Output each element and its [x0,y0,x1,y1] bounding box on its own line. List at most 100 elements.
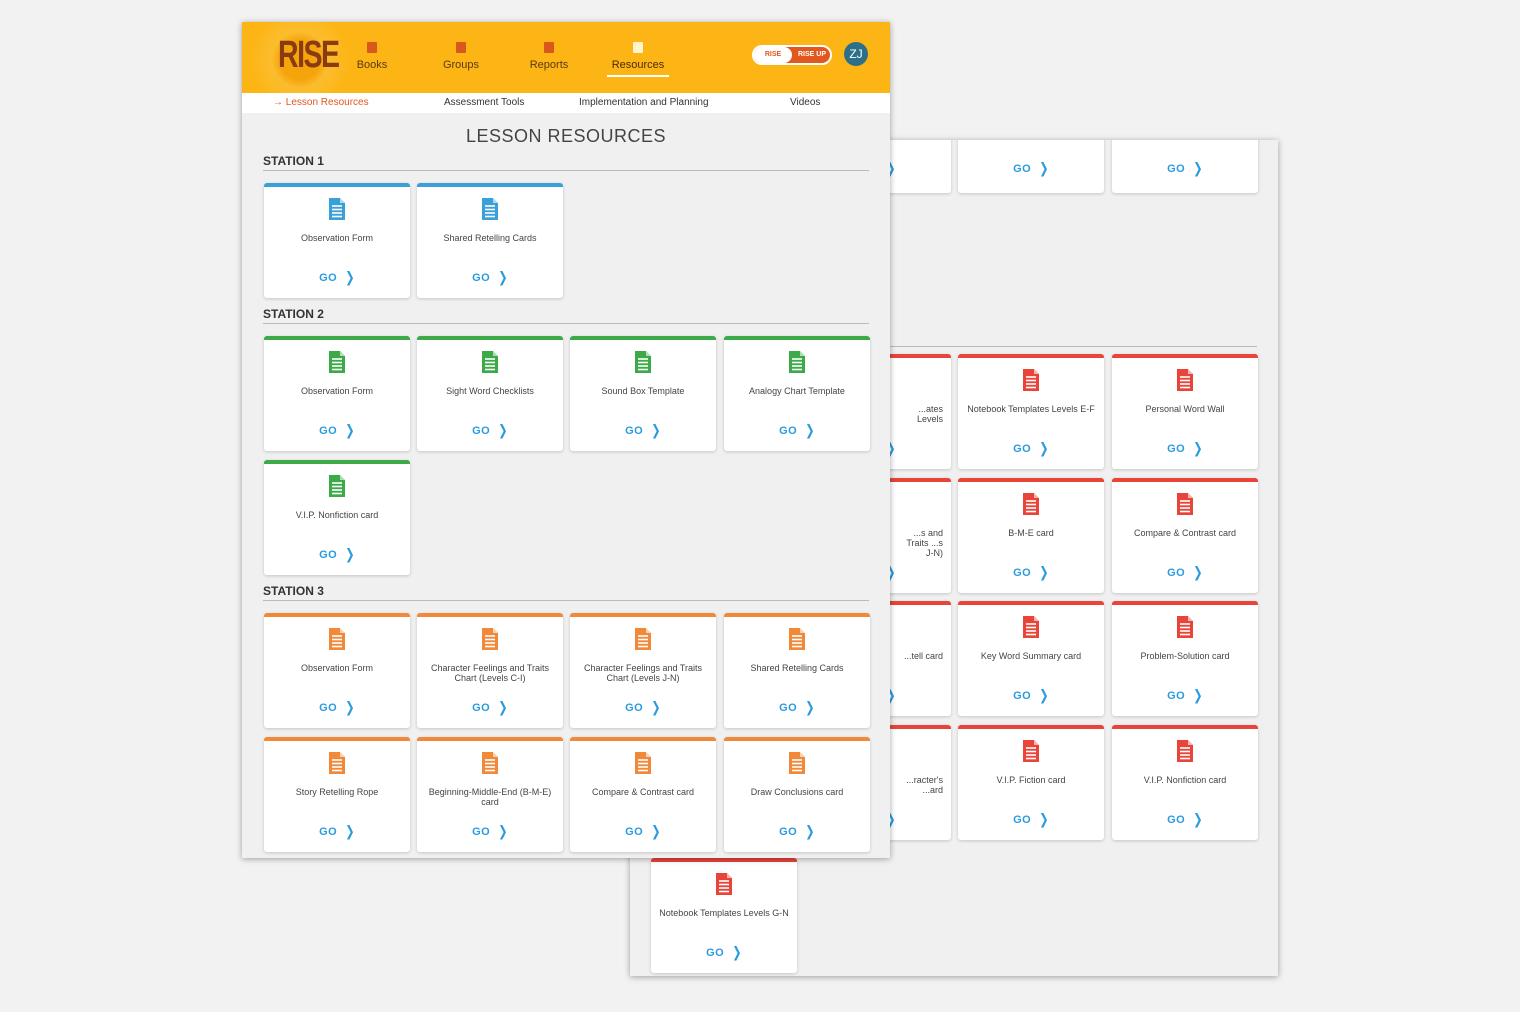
chevron-right-icon: ❯ [1193,688,1203,704]
card-label: Notebook Templates Levels E-F [967,404,1095,414]
resource-card[interactable]: Analogy Chart Template GO ❯ [724,336,870,451]
rise-logo[interactable]: RISE [278,34,340,76]
resource-card[interactable]: Shared Retelling Cards GO ❯ [724,613,870,728]
subnav-assessment-tools[interactable]: Assessment Tools [444,97,525,108]
station-heading: STATION 2 [263,307,869,324]
go-label: GO [1013,814,1032,826]
go-button[interactable]: GO ❯ [1112,688,1258,704]
go-label: GO [319,425,338,437]
chevron-right-icon: ❯ [651,423,661,439]
go-button[interactable]: GO ❯ [264,824,410,840]
resource-card[interactable]: Observation Form GO ❯ [264,336,410,451]
sun-logo-graphic [250,22,350,93]
resource-card[interactable]: GO ❯ [958,140,1104,193]
document-icon [634,350,652,374]
chevron-right-icon: ❯ [1039,441,1049,457]
resource-card[interactable]: Problem-Solution card GO ❯ [1112,601,1258,716]
resource-card[interactable]: B-M-E card GO ❯ [958,478,1104,593]
nav-label: Groups [442,59,480,71]
go-label: GO [472,272,491,284]
go-button[interactable]: GO ❯ [264,423,410,439]
station-heading: STATION 3 [263,584,869,601]
resource-card[interactable]: Character Feelings and Traits Chart (Lev… [417,613,563,728]
card-label: ...tell card [903,651,943,661]
resource-card[interactable]: Notebook Templates Levels E-F GO ❯ [958,354,1104,469]
document-icon [1022,492,1040,516]
resource-card[interactable]: Story Retelling Rope GO ❯ [264,737,410,852]
card-label: V.I.P. Nonfiction card [295,510,379,520]
chevron-right-icon: ❯ [886,812,896,828]
card-label: B-M-E card [1008,528,1054,538]
card-label: ...s and Traits ...s J-N) [906,528,943,558]
card-label: Observation Form [300,233,374,243]
toggle-rise[interactable]: RISE [754,47,792,63]
go-label: GO [472,826,491,838]
chevron-right-icon: ❯ [1039,161,1049,177]
go-button[interactable]: GO ❯ [570,423,716,439]
go-label: GO [625,826,644,838]
go-button[interactable]: GO ❯ [958,812,1104,828]
go-button[interactable]: GO ❯ [417,423,563,439]
toggle-rise-up[interactable]: RISE UP [797,51,826,58]
resource-card[interactable]: Draw Conclusions card GO ❯ [724,737,870,852]
resource-card[interactable]: Character Feelings and Traits Chart (Lev… [570,613,716,728]
card-label: ...ates Levels [916,404,943,424]
document-icon [788,751,806,775]
card-label: Personal Word Wall [1145,404,1225,414]
go-button[interactable]: GO ❯ [958,565,1104,581]
go-button[interactable]: GO ❯ [724,824,870,840]
go-button[interactable]: GO ❯ [958,441,1104,457]
resource-card[interactable]: Compare & Contrast card GO ❯ [570,737,716,852]
resource-card[interactable]: V.I.P. Fiction card GO ❯ [958,725,1104,840]
go-button[interactable]: GO ❯ [570,700,716,716]
go-button[interactable]: GO ❯ [417,824,563,840]
nav-reports[interactable]: Reports [509,42,589,71]
resource-card[interactable]: GO ❯ [1112,140,1258,193]
avatar[interactable]: ZJ [844,42,868,66]
go-button[interactable]: GO ❯ [417,700,563,716]
card-label: Shared Retelling Cards [750,663,844,673]
card-label: Sight Word Checklists [446,386,534,396]
resource-card[interactable]: Sound Box Template GO ❯ [570,336,716,451]
go-label: GO [319,272,338,284]
resource-card[interactable]: Key Word Summary card GO ❯ [958,601,1104,716]
go-button[interactable]: GO ❯ [1112,812,1258,828]
go-button[interactable]: GO ❯ [958,688,1104,704]
go-button[interactable]: GO ❯ [1112,565,1258,581]
go-button[interactable]: GO ❯ [724,700,870,716]
go-button[interactable]: GO ❯ [958,161,1104,177]
resource-card[interactable]: Personal Word Wall GO ❯ [1112,354,1258,469]
go-button[interactable]: GO ❯ [264,547,410,563]
resource-card[interactable]: Sight Word Checklists GO ❯ [417,336,563,451]
subnav-videos[interactable]: Videos [790,97,821,108]
nav-groups[interactable]: Groups [421,42,501,71]
resource-card[interactable]: V.I.P. Nonfiction card GO ❯ [264,460,410,575]
chevron-right-icon: ❯ [651,700,661,716]
go-button[interactable]: GO ❯ [1112,161,1258,177]
nav-resources[interactable]: Resources [598,42,678,77]
go-button[interactable]: GO ❯ [724,423,870,439]
go-label: GO [1167,443,1186,455]
resource-card[interactable]: Observation Form GO ❯ [264,183,410,298]
resource-card[interactable]: Notebook Templates Levels G-N GO ❯ [651,858,797,973]
nav-books[interactable]: Books [332,42,412,71]
go-button[interactable]: GO ❯ [1112,441,1258,457]
card-label: Compare & Contrast card [1133,528,1237,538]
rise-toggle[interactable]: RISE RISE UP [752,45,832,65]
chevron-right-icon: ❯ [345,547,355,563]
resource-card[interactable]: Observation Form GO ❯ [264,613,410,728]
go-button[interactable]: GO ❯ [264,270,410,286]
chevron-right-icon: ❯ [345,700,355,716]
go-button[interactable]: GO ❯ [417,270,563,286]
resource-card[interactable]: Compare & Contrast card GO ❯ [1112,478,1258,593]
go-button[interactable]: GO ❯ [570,824,716,840]
resource-card[interactable]: Beginning-Middle-End (B-M-E) card GO ❯ [417,737,563,852]
go-label: GO [1013,690,1032,702]
resource-card[interactable]: Shared Retelling Cards GO ❯ [417,183,563,298]
go-button[interactable]: GO ❯ [264,700,410,716]
book-icon [367,42,377,53]
resource-card[interactable]: V.I.P. Nonfiction card GO ❯ [1112,725,1258,840]
go-button[interactable]: GO ❯ [651,945,797,961]
subnav-implementation-planning[interactable]: Implementation and Planning [579,97,709,108]
subnav-lesson-resources[interactable]: → Lesson Resources [273,97,369,108]
